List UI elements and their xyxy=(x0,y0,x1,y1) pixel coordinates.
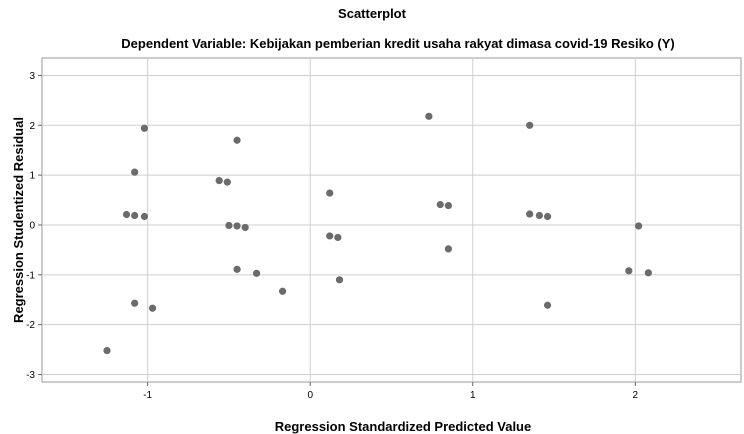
scatter-point xyxy=(131,168,139,176)
chart-title: Scatterplot xyxy=(338,6,407,21)
scatter-point xyxy=(436,200,444,209)
scatter-point xyxy=(444,201,452,210)
y-tick-label: -2 xyxy=(26,320,35,331)
scatter-point xyxy=(215,177,223,185)
scatter-point xyxy=(148,304,157,312)
chart-subtitle: Dependent Variable: Kebijakan pemberian … xyxy=(121,36,674,51)
scatter-point xyxy=(425,112,433,120)
scatter-point xyxy=(543,301,552,309)
scatter-point xyxy=(334,233,342,242)
scatter-point xyxy=(625,267,633,275)
y-axis-ticks: 3 2 1 0 -1 -2 -3 xyxy=(26,71,42,381)
y-tick-label: 1 xyxy=(29,171,35,182)
scatter-point xyxy=(278,287,287,295)
y-tick-label: 2 xyxy=(29,121,35,132)
scatter-point xyxy=(644,269,652,277)
scatter-point xyxy=(225,221,233,230)
scatter-point xyxy=(122,210,131,219)
scatter-point xyxy=(241,223,249,232)
points-layer xyxy=(103,112,652,355)
plot-area xyxy=(41,57,742,383)
scatter-point xyxy=(233,222,241,230)
y-tick-label: 3 xyxy=(29,71,35,82)
scatter-point xyxy=(526,121,534,129)
grid-lines xyxy=(42,58,741,382)
scatter-point xyxy=(223,178,231,186)
scatter-point xyxy=(543,212,552,221)
scatter-point xyxy=(103,346,111,355)
scatter-point xyxy=(233,136,241,144)
x-tick-label: 0 xyxy=(307,390,313,401)
x-tick-label: -1 xyxy=(143,390,152,401)
scatter-point xyxy=(252,269,261,277)
x-axis-ticks: -1 0 1 2 xyxy=(143,382,639,401)
x-axis-label: Regression Standardized Predicted Value xyxy=(275,419,531,434)
x-tick-label: 1 xyxy=(470,390,476,401)
scatter-point xyxy=(535,211,544,220)
scatter-point xyxy=(233,265,241,273)
scatter-point xyxy=(335,276,344,284)
y-tick-label: -3 xyxy=(26,370,35,381)
y-tick-label: -1 xyxy=(26,270,35,281)
scatter-point xyxy=(140,124,149,132)
scatter-point xyxy=(634,222,643,230)
x-tick-label: 2 xyxy=(633,390,639,401)
scatter-point xyxy=(444,245,452,253)
scatter-point xyxy=(326,189,334,197)
scatter-point xyxy=(526,210,534,218)
plot-frame xyxy=(41,57,742,383)
scatter-point xyxy=(326,232,334,240)
y-tick-label: 0 xyxy=(29,220,35,231)
scatter-point xyxy=(131,299,139,307)
scatter-point xyxy=(131,211,139,220)
scatter-point xyxy=(140,212,149,221)
y-axis-label: Regression Studentized Residual xyxy=(11,117,26,323)
